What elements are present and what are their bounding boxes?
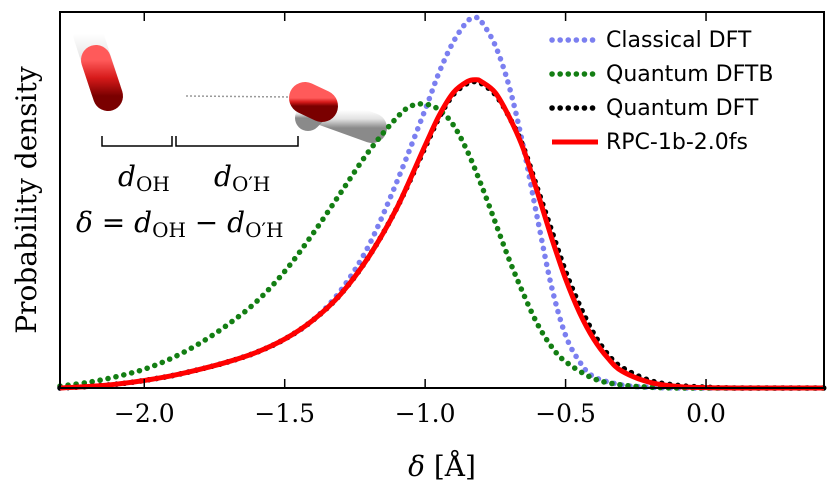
legend-label-rpc-1b-2-0fs: RPC-1b-2.0fs <box>606 130 748 155</box>
x-tick-label: −1.0 <box>395 399 456 428</box>
legend: Classical DFT Quantum DFTB Quantum DFT RPC-… <box>549 28 773 155</box>
legend-label-classical-dft: Classical DFT <box>606 28 752 53</box>
legend-label-quantum-dftb: Quantum DFTB <box>606 62 773 87</box>
x-tick-label: −0.5 <box>535 399 596 428</box>
x-axis-label: δ [Å] <box>408 450 476 483</box>
d-oprime-h-label: dO′H <box>214 160 270 196</box>
x-tick-label: −2.0 <box>114 399 175 428</box>
x-tick-label: 0.0 <box>686 399 726 428</box>
series-line-quantum-dftb <box>57 101 827 391</box>
plot-frame <box>59 11 825 389</box>
d-oh-label: dOH <box>118 160 170 196</box>
delta-equation: δ = dOH − dO′H <box>76 206 284 242</box>
series-line-rpc-1b-2-0fs <box>59 77 824 391</box>
y-axis-label: Probability density <box>10 66 43 334</box>
x-tick-label: −1.5 <box>254 399 315 428</box>
legend-label-quantum-dft: Quantum DFT <box>606 96 759 121</box>
ticks-layer: −2.0 −1.5 −1.0 −0.5 0.0 <box>114 12 726 428</box>
